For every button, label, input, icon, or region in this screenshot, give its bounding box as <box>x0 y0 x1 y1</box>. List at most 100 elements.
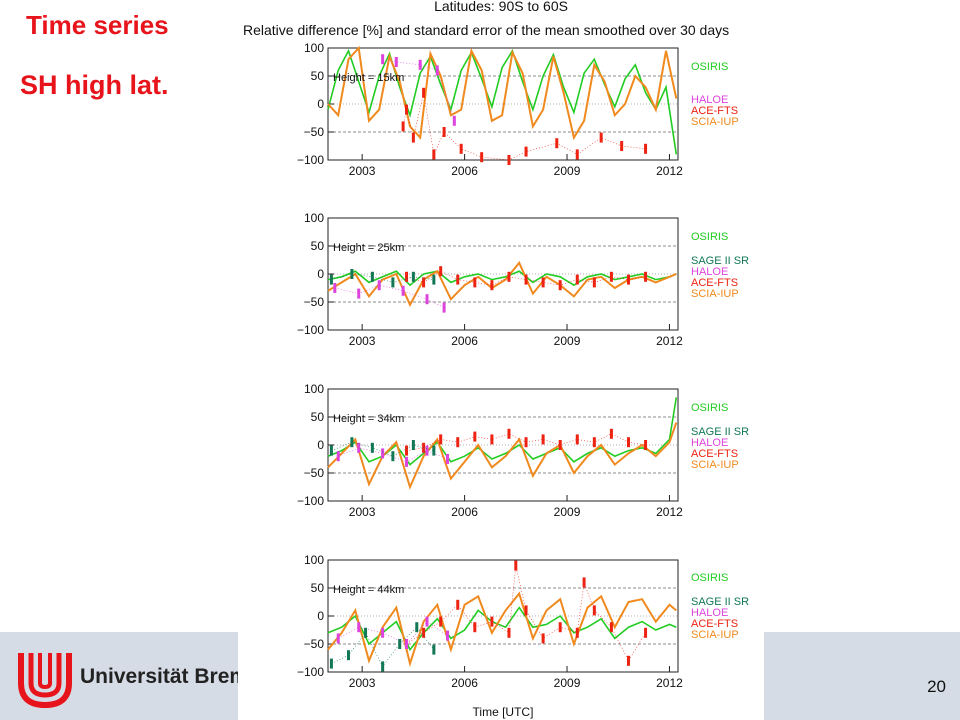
legend-entry: ACE-FTS <box>691 448 738 460</box>
data-point-sage ii sr <box>391 451 395 462</box>
data-point-ace-fts <box>514 560 518 571</box>
x-tick-label: 2012 <box>656 676 683 690</box>
series-line-haloe <box>382 58 455 121</box>
x-tick-label: 2006 <box>451 676 478 690</box>
data-point-ace-fts <box>558 280 562 291</box>
legend-entry: SAGE II SR <box>691 426 749 438</box>
y-tick-label: 100 <box>304 382 324 396</box>
data-point-ace-fts <box>626 655 630 666</box>
data-point-ace-fts <box>592 437 596 448</box>
university-logo-icon <box>18 653 72 709</box>
chart-subtitle: Relative difference [%] and standard err… <box>243 22 730 38</box>
data-point-ace-fts <box>524 274 528 285</box>
data-point-haloe <box>394 57 398 67</box>
height-label: Height = 34km <box>333 413 404 425</box>
legend-entry: ACE-FTS <box>691 277 738 289</box>
data-point-haloe <box>333 283 337 293</box>
data-point-ace-fts <box>541 277 545 288</box>
data-point-ace-fts <box>575 149 579 160</box>
legend-entry: OSIRIS <box>691 402 728 414</box>
data-point-haloe <box>377 280 381 291</box>
data-point-ace-fts <box>439 616 443 627</box>
x-tick-label: 2012 <box>656 505 683 519</box>
data-point-ace-fts <box>592 605 596 616</box>
data-point-sage ii sr <box>350 437 354 448</box>
legend-entry: HALOE <box>691 437 728 449</box>
legend-entry: HALOE <box>691 94 728 106</box>
series-line-haloe <box>334 284 445 308</box>
y-tick-label: 0 <box>317 438 324 452</box>
legend-entry: ACE-FTS <box>691 618 738 630</box>
legend-entry: OSIRIS <box>691 572 728 584</box>
data-point-ace-fts <box>432 149 436 160</box>
data-point-haloe <box>381 448 385 459</box>
data-point-haloe <box>357 622 361 633</box>
data-point-ace-fts <box>558 622 562 633</box>
data-point-sage ii sr <box>415 622 419 633</box>
x-tick-label: 2012 <box>656 334 683 348</box>
x-tick-label: 2009 <box>554 164 581 178</box>
data-point-haloe <box>425 294 429 305</box>
series-line-scia-iup <box>327 45 678 141</box>
y-tick-label: −100 <box>297 494 324 508</box>
y-tick-label: 0 <box>317 267 324 281</box>
slide-title: Time series <box>26 10 169 40</box>
height-label: Height = 15km <box>333 72 404 84</box>
data-point-ace-fts <box>422 87 426 98</box>
data-point-haloe <box>405 456 409 467</box>
y-tick-label: 100 <box>304 211 324 225</box>
data-point-ace-fts <box>644 440 648 450</box>
data-point-ace-fts <box>644 143 648 154</box>
series-line-scia-iup <box>327 260 677 308</box>
legend-entry: OSIRIS <box>691 61 728 73</box>
legend-entry: SCIA-IUP <box>691 288 739 300</box>
data-point-ace-fts <box>507 428 511 439</box>
y-tick-label: 100 <box>304 41 324 55</box>
y-tick-label: 0 <box>317 97 324 111</box>
data-point-sage ii sr <box>391 277 395 288</box>
data-point-ace-fts <box>490 280 494 291</box>
data-point-sage ii sr <box>432 274 436 285</box>
y-tick-label: −50 <box>304 295 325 309</box>
x-tick-label: 2006 <box>451 164 478 178</box>
data-point-ace-fts <box>626 274 630 285</box>
data-point-haloe <box>425 616 429 627</box>
data-point-haloe <box>357 442 361 453</box>
data-point-sage ii sr <box>398 639 402 649</box>
data-point-sage ii sr <box>432 445 436 456</box>
legend-entry: SAGE II SR <box>691 255 749 267</box>
x-tick-label: 2006 <box>451 505 478 519</box>
data-point-haloe <box>452 115 456 126</box>
data-point-ace-fts <box>456 437 460 448</box>
x-tick-label: 2003 <box>349 676 376 690</box>
legend-entry: OSIRIS <box>691 231 728 243</box>
data-point-ace-fts <box>609 428 613 439</box>
x-tick-label: 2003 <box>349 334 376 348</box>
legend-entry: SCIA-IUP <box>691 459 739 471</box>
data-point-haloe <box>381 627 385 638</box>
legend-entry: SCIA-IUP <box>691 629 739 641</box>
series-line-scia-iup <box>327 422 678 490</box>
series-line-sage ii sr <box>331 273 434 283</box>
university-name: Universität Bremen <box>80 665 273 688</box>
data-point-haloe <box>446 630 450 641</box>
y-tick-label: 100 <box>304 553 324 567</box>
data-point-ace-fts <box>609 271 613 282</box>
y-tick-label: −100 <box>297 153 324 167</box>
chart-title: Latitudes: 90S to 60S <box>434 0 568 14</box>
data-point-sage ii sr <box>370 442 374 453</box>
data-point-sage ii sr <box>329 445 333 456</box>
data-point-ace-fts <box>626 437 630 448</box>
data-point-ace-fts <box>411 132 415 143</box>
data-point-ace-fts <box>575 434 579 445</box>
data-point-ace-fts <box>490 616 494 627</box>
height-label: Height = 25km <box>333 242 404 254</box>
data-point-sage ii sr <box>329 274 333 285</box>
data-point-ace-fts <box>405 271 409 282</box>
series-line-haloe <box>338 447 448 463</box>
series-line-osiris <box>327 270 677 287</box>
x-tick-label: 2009 <box>554 676 581 690</box>
data-point-ace-fts <box>405 104 409 115</box>
legend-entry: ACE-FTS <box>691 105 738 117</box>
data-point-ace-fts <box>555 138 559 149</box>
